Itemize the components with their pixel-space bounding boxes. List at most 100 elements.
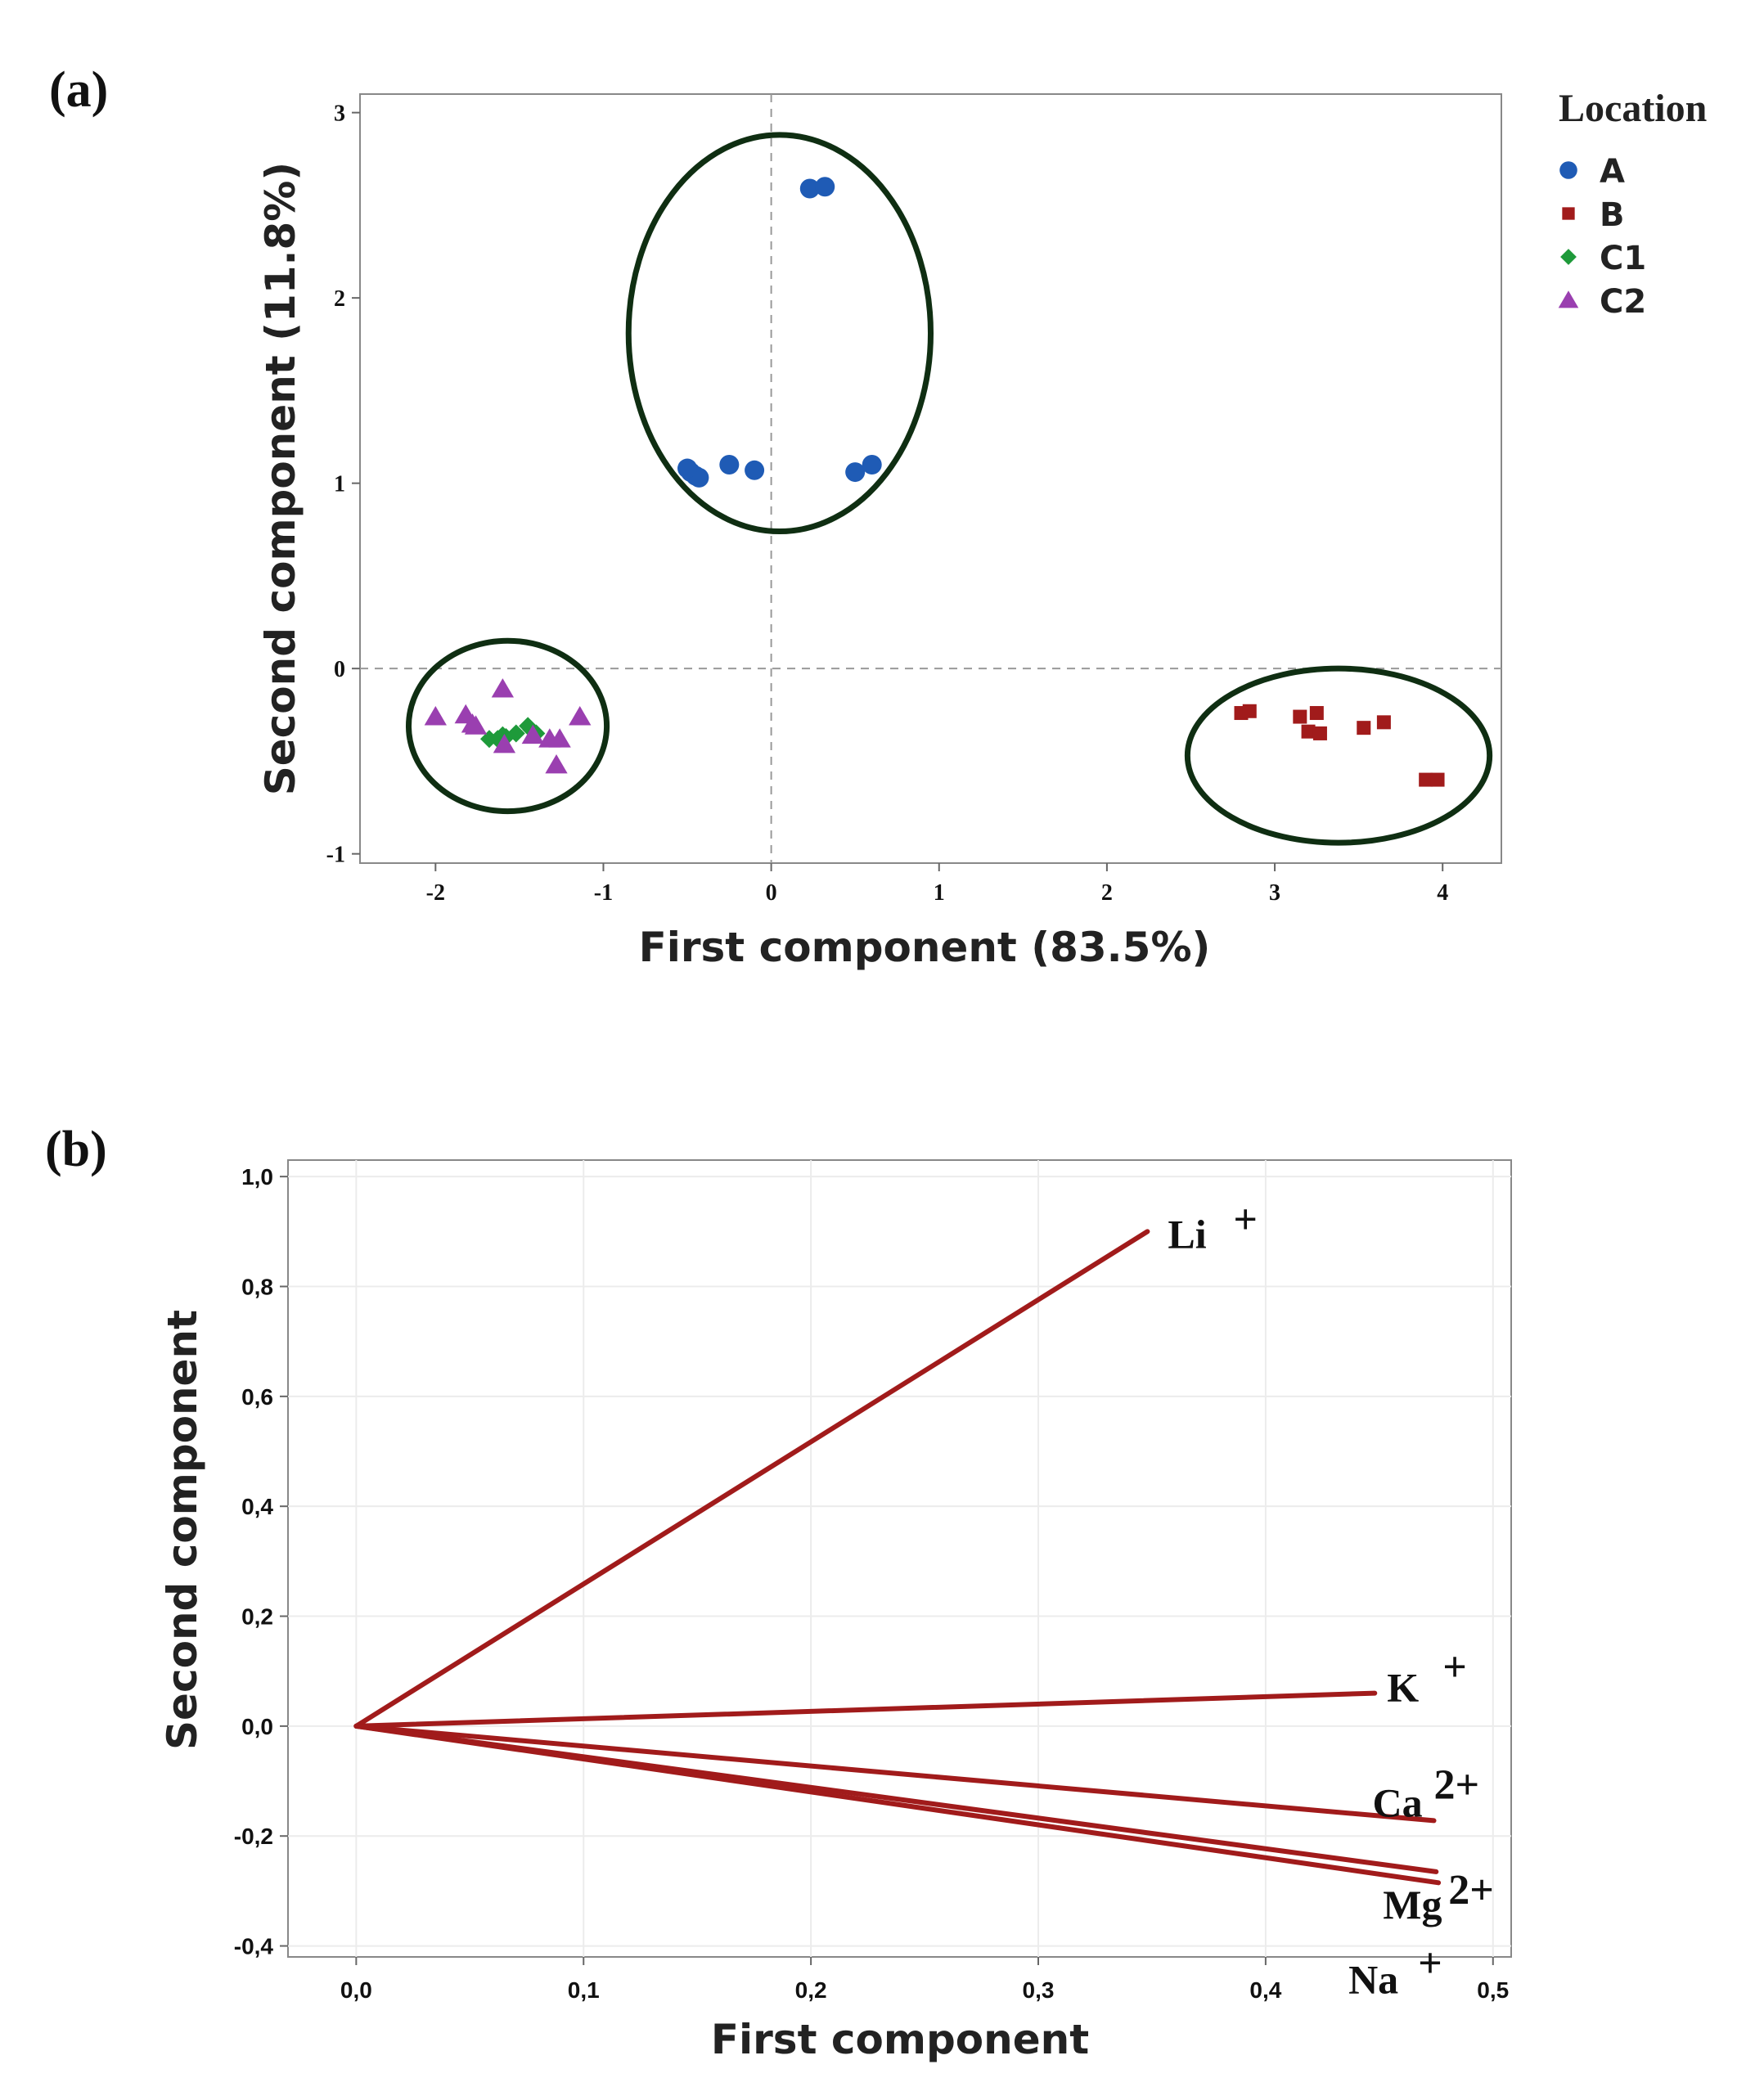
panel-b-x-axis-title: First component [711,2016,1089,2063]
legend-marker-c1 [1560,249,1577,265]
y-tick-label: 0,4 [241,1494,273,1519]
ion-label-na: Na [1348,1956,1398,2002]
point-a [677,458,698,479]
point-c2 [464,715,488,735]
panel-a-data-points [424,177,1445,787]
cluster-ellipse [625,132,934,535]
point-c2 [545,753,568,774]
y-tick-label: -0,4 [234,1934,274,1959]
x-tick-label: 0 [766,880,777,906]
y-tick-label: 0,8 [241,1274,273,1299]
panel-a-reference-lines [360,94,1501,863]
legend-label-a: A [1600,153,1625,191]
legend-title: Location [1559,87,1707,130]
point-b [1301,724,1316,739]
loading-vector-ca [353,1723,1437,1824]
panel-a-plot: -2 -1 0 1 2 3 4 -1 0 1 2 3 [326,93,1502,906]
point-b [1309,706,1324,721]
point-a [815,177,835,197]
panel-b-plot: 0,0 0,1 0,2 0,3 0,4 0,5 -0,4 -0,2 0,0 0,2 0,4 0,6 0… [234,1159,1512,2003]
point-c2 [493,734,516,753]
point-a [862,455,882,475]
panel-b-label: (b) [45,1122,107,1177]
point-a [799,178,820,199]
ion-charge-k: + [1442,1644,1467,1691]
point-c2 [569,706,592,726]
x-tick-label: 0,1 [568,1977,600,2003]
y-tick-label: 1,0 [241,1164,273,1190]
legend-label-c2: C2 [1600,283,1646,321]
panel-b-y-ticks: -0,4 -0,2 0,0 0,2 0,4 0,6 0,8 1,0 [234,1164,288,1959]
ion-label-mg: Mg [1383,1882,1442,1927]
ion-charge-ca: 2+ [1434,1761,1480,1808]
point-c1 [506,724,525,743]
loading-vector-li [353,1229,1150,1729]
point-b [1430,772,1445,787]
panel-b-grid [288,1160,1511,1957]
legend-label-c1: C1 [1600,240,1646,277]
panel-b-plot-frame [287,1159,1512,1958]
panel-a-y-axis-title: Second component (11.8%) [257,162,304,796]
legend-marker-a [1559,161,1577,179]
legend-marker-c2 [1558,290,1579,308]
panel-a-y-ticks: -1 0 1 2 3 [326,101,360,868]
point-b [1376,715,1391,730]
point-c2 [548,728,571,748]
x-tick-label: 1 [934,880,945,906]
cluster-ellipse [1184,665,1493,846]
x-tick-label: 0,5 [1477,1977,1509,2003]
point-b [1312,726,1327,740]
point-b [1357,721,1371,735]
point-a [719,455,740,475]
panel-b-x-ticks: 0,0 0,1 0,2 0,3 0,4 0,5 [340,1957,1509,2003]
x-tick-label: 0,2 [795,1977,827,2003]
ion-charge-li: + [1233,1196,1258,1243]
legend-entries: AB C1 C2 [1558,153,1646,321]
point-a [845,462,866,483]
x-tick-label: -1 [594,880,613,906]
x-tick-label: -2 [426,880,445,906]
panel-b-loading-vectors [353,1229,1442,1886]
ion-charge-na: + [1418,1940,1442,1986]
point-a [745,460,765,480]
panel-a-label: (a) [49,62,108,118]
x-tick-label: 4 [1437,880,1448,906]
y-tick-label: 0,6 [241,1384,273,1410]
ion-charge-mg: 2+ [1448,1867,1494,1914]
ion-label-li: Li [1168,1211,1206,1257]
point-b [1293,709,1307,724]
panel-a-plot-frame [359,93,1502,864]
ion-label-k: K [1387,1665,1419,1711]
point-c2 [521,724,544,744]
legend-marker-b [1562,207,1575,220]
y-tick-label: 0,0 [241,1714,273,1739]
point-b [1419,772,1433,787]
legend: Location AB C1 C2 [1558,87,1707,321]
cluster-ellipse [405,637,610,815]
x-tick-label: 0,4 [1249,1977,1281,2003]
y-tick-label: 2 [334,286,345,312]
panel-a-cluster-ellipses [405,132,1493,846]
legend-label-b: B [1600,196,1625,234]
x-tick-label: 0,0 [340,1977,372,2003]
y-tick-label: 3 [334,101,345,127]
y-tick-label: 0,2 [241,1604,273,1630]
y-tick-label: 1 [334,472,345,497]
panel-a-x-axis-title: First component (83.5%) [639,924,1211,971]
y-tick-label: -1 [326,843,345,868]
panel-a-x-ticks: -2 -1 0 1 2 3 4 [426,863,1448,906]
y-tick-label: 0 [334,657,345,682]
x-tick-label: 2 [1101,880,1113,906]
point-c2 [491,678,515,698]
ion-label-ca: Ca [1373,1779,1423,1825]
y-tick-label: -0,2 [234,1824,273,1849]
x-tick-label: 3 [1269,880,1280,906]
panel-b-y-axis-title: Second component [159,1310,206,1750]
panel-b-ion-labels: Li +K +Ca 2+Mg 2+Na + [1168,1196,1494,2002]
x-tick-label: 0,3 [1023,1977,1055,2003]
loading-vector-na [353,1723,1442,1886]
point-b [1242,704,1257,718]
loading-vector-k [353,1690,1378,1729]
point-c2 [424,706,447,726]
